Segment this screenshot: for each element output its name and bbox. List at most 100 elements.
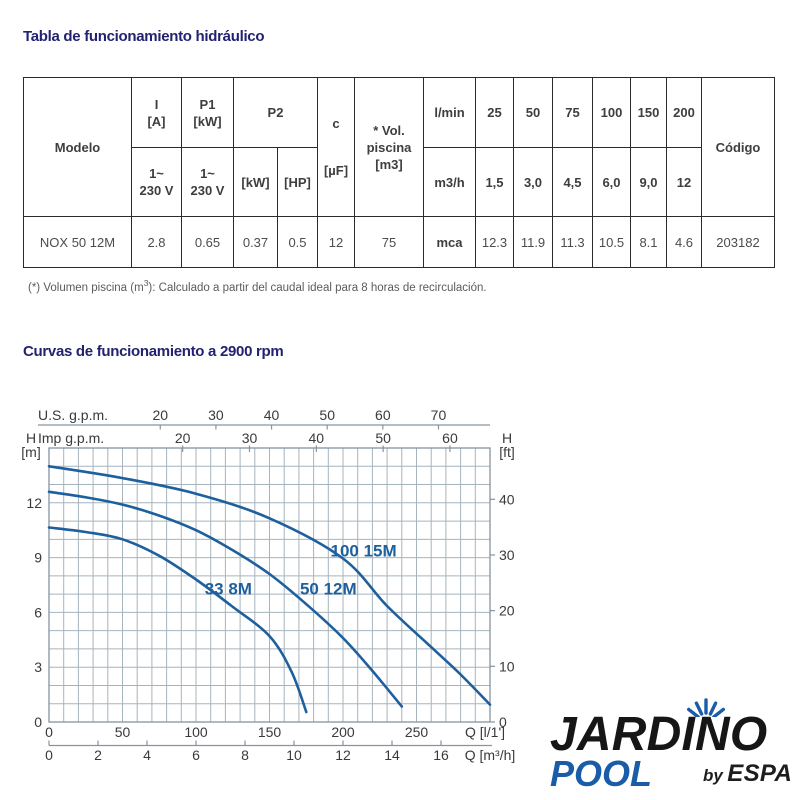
us-gpm-tick-label: 40 — [264, 407, 280, 423]
m3h-tick-label: 16 — [433, 747, 449, 763]
x-axis-lmin-tick-label: 0 — [45, 724, 53, 740]
m3h-tick-label: 8 — [241, 747, 249, 763]
p2-kw-unit: [kW] — [233, 147, 278, 217]
vol-line1: * Vol. — [373, 122, 405, 138]
flow-lmin-75: 75 — [552, 77, 593, 148]
imp-gpm-tick-label: 30 — [242, 430, 258, 446]
flow-lmin-150: 150 — [630, 77, 667, 148]
curve-label-100-15M: 100 15M — [330, 541, 396, 560]
y-axis-m-tick-label: 3 — [34, 659, 42, 675]
cell-codigo: 203182 — [701, 216, 775, 268]
y-axis-h-label-right: H — [502, 430, 512, 446]
hydraulic-table-title: Tabla de funcionamiento hidráulico — [23, 28, 265, 45]
us-gpm-tick-label: 70 — [431, 407, 447, 423]
imp-gpm-tick-label: 60 — [442, 430, 458, 446]
y-axis-ft-tick-label: 30 — [499, 547, 515, 563]
logo-pool-text: POOL — [550, 753, 653, 794]
m3h-tick-label: 0 — [45, 747, 53, 763]
flow-m3h-6: 12 — [666, 147, 702, 217]
pool-volume-footnote: (*) Volumen piscina (m3): Calculado a pa… — [28, 278, 728, 294]
flow-lmin-100: 100 — [592, 77, 631, 148]
col-header-codigo: Código — [701, 77, 775, 217]
cell-mca-label: mca — [423, 216, 476, 268]
curve-label-50-12M: 50 12M — [300, 580, 357, 599]
y-axis-m-tick-label: 6 — [34, 604, 42, 620]
p1-unit: [kW] — [193, 113, 222, 129]
us-gpm-tick-label: 50 — [319, 407, 335, 423]
row-header-lmin: l/min — [423, 77, 476, 148]
cell-p2-kw: 0.37 — [233, 216, 278, 268]
p1-symbol: P1 — [199, 96, 216, 112]
imp-gpm-axis-label: Imp g.p.m. — [38, 430, 104, 446]
imp-gpm-tick-label: 20 — [175, 430, 191, 446]
us-gpm-tick-label: 20 — [152, 407, 168, 423]
capacitor-symbol: c — [332, 116, 340, 131]
plot-border — [48, 447, 491, 723]
curve-100-15M — [47, 465, 492, 706]
cell-capacitor: 12 — [317, 216, 355, 268]
cell-current: 2.8 — [131, 216, 182, 268]
volts: 230 V — [139, 183, 174, 198]
curve-33-8M — [47, 526, 308, 714]
phase: 1~ — [149, 166, 164, 181]
water-splash-icon — [686, 698, 725, 717]
flow-lmin-50: 50 — [513, 77, 553, 148]
col-header-p1: P1 [kW] — [181, 77, 234, 148]
us-gpm-tick-label: 60 — [375, 407, 391, 423]
m3h-tick-label: 4 — [143, 747, 151, 763]
cell-mca-150: 8.1 — [630, 216, 667, 268]
us-gpm-axis-label: U.S. g.p.m. — [38, 407, 108, 423]
y-axis-ft-tick-label: 10 — [499, 658, 515, 674]
jardino-pool-logo: JARDINO POOL by ESPA — [538, 685, 800, 797]
imp-gpm-tick-label: 50 — [375, 430, 391, 446]
logo-espa-text: ESPA — [727, 760, 793, 787]
col-header-capacitor: c [µF] — [317, 77, 355, 217]
flow-lmin-25: 25 — [475, 77, 514, 148]
footnote-superscript: 3 — [143, 278, 149, 288]
table-row: NOX 50 12M 2.8 0.65 0.37 0.5 12 75 mca 1… — [23, 216, 775, 268]
y-axis-ft-unit: [ft] — [499, 444, 515, 460]
volts: 230 V — [190, 183, 225, 198]
cell-pool-volume: 75 — [354, 216, 424, 268]
logo-by-espa: by ESPA — [703, 762, 792, 786]
flow-m3h-4: 6,0 — [592, 147, 631, 217]
curve-label-33-8M: 33 8M — [205, 580, 252, 599]
x-axis-m3h-label: Q [m³/h] — [465, 747, 516, 763]
y-axis-ft-tick-label: 0 — [499, 714, 507, 730]
m3h-tick-label: 14 — [384, 747, 400, 763]
imp-gpm-tick-label: 40 — [309, 430, 325, 446]
footnote-text: ): Calculado a partir del caudal ideal p… — [148, 281, 487, 294]
cell-mca-100: 10.5 — [592, 216, 631, 268]
y-axis-m-tick-label: 0 — [34, 714, 42, 730]
hydraulic-performance-table: Modelo I [A] P1 [kW] P2 c [µF] * Vol. pi… — [23, 77, 775, 268]
cell-mca-75: 11.3 — [552, 216, 593, 268]
col-header-pool-volume: * Vol. piscina [m3] — [354, 77, 424, 217]
flow-m3h-5: 9,0 — [630, 147, 667, 217]
capacitor-unit: [µF] — [323, 163, 349, 178]
voltage-current: 1~ 230 V — [131, 147, 182, 217]
col-header-current: I [A] — [131, 77, 182, 148]
x-axis-lmin-tick-label: 50 — [115, 724, 131, 740]
cell-p2-hp: 0.5 — [277, 216, 318, 268]
flow-lmin-200: 200 — [666, 77, 702, 148]
flow-m3h-2: 3,0 — [513, 147, 553, 217]
x-axis-lmin-label: Q [l/1'] — [465, 724, 505, 740]
col-header-p2: P2 — [233, 77, 318, 148]
cell-modelo: NOX 50 12M — [23, 216, 132, 268]
y-axis-m-tick-label: 9 — [34, 550, 42, 566]
cell-p1: 0.65 — [181, 216, 234, 268]
curve-50-12M — [47, 490, 404, 708]
m3h-tick-label: 6 — [192, 747, 200, 763]
logo-brand-text: JARDINO — [550, 708, 768, 761]
y-axis-m-unit: [m] — [21, 444, 40, 460]
m3h-tick-label: 10 — [286, 747, 302, 763]
x-axis-lmin-tick-label: 100 — [184, 724, 208, 740]
curves-title: Curvas de funcionamiento a 2900 rpm — [23, 343, 284, 360]
x-axis-lmin-tick-label: 250 — [405, 724, 429, 740]
y-axis-m-tick-label: 12 — [26, 495, 42, 511]
row-header-m3h: m3/h — [423, 147, 476, 217]
x-axis-lmin-tick-label: 200 — [331, 724, 355, 740]
flow-m3h-3: 4,5 — [552, 147, 593, 217]
